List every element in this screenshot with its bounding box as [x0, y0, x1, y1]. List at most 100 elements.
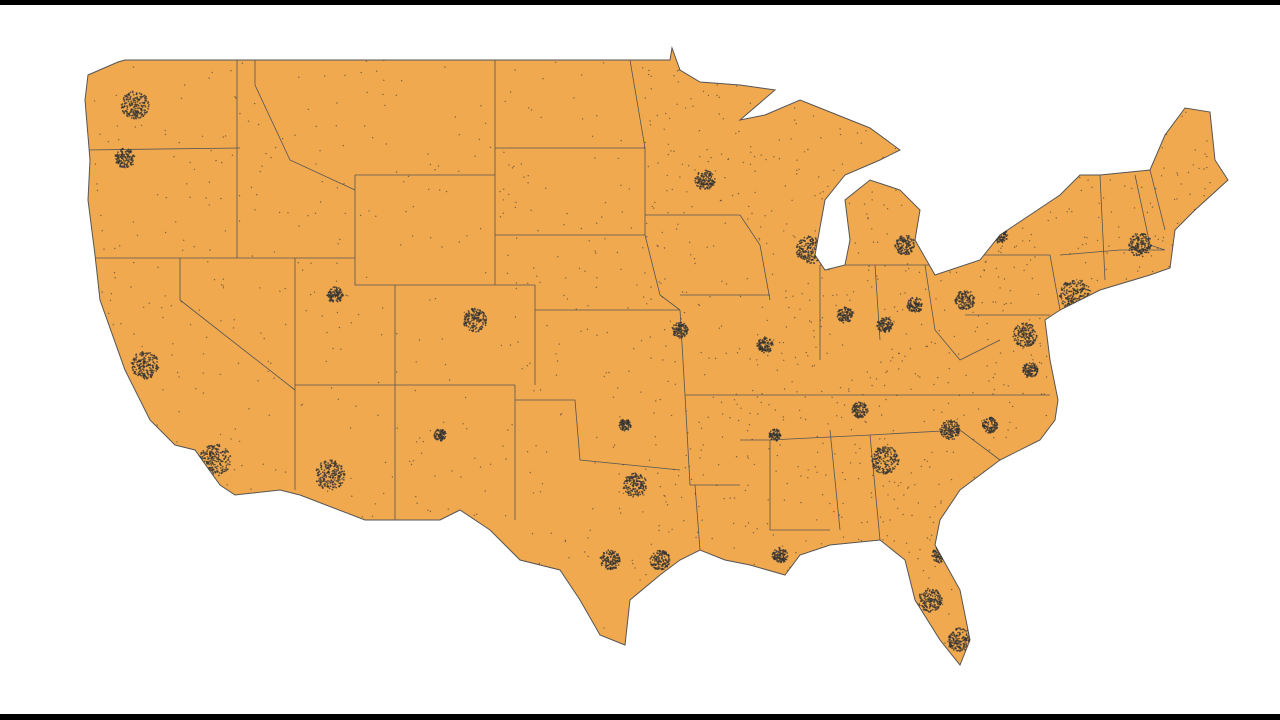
population-dot: [786, 482, 788, 485]
population-dot: [673, 597, 676, 599]
population-dot: [731, 194, 734, 197]
population-dot: [331, 488, 334, 491]
population-dot: [126, 105, 128, 107]
population-dot: [301, 403, 304, 406]
population-dot: [341, 614, 343, 616]
population-dot: [899, 293, 902, 295]
population-dot: [1123, 84, 1126, 87]
population-dot: [132, 365, 134, 368]
population-dot: [1003, 303, 1005, 306]
population-dot: [1094, 79, 1096, 82]
population-dot: [1058, 58, 1060, 61]
population-dot: [816, 519, 818, 521]
population-dot: [615, 564, 617, 567]
population-dot: [653, 562, 656, 565]
population-dot: [291, 533, 293, 535]
population-dot: [640, 482, 642, 485]
population-dot: [796, 250, 799, 253]
population-dot: [183, 239, 185, 241]
population-dot: [756, 334, 759, 336]
population-dot: [1151, 58, 1153, 60]
population-dot: [699, 185, 702, 188]
population-dot: [1157, 238, 1160, 241]
population-dot: [744, 489, 747, 492]
population-dot: [136, 109, 139, 112]
population-dot: [817, 667, 818, 668]
population-dot: [189, 161, 191, 164]
population-dot: [395, 94, 397, 97]
population-dot: [133, 117, 136, 120]
population-dot: [148, 366, 151, 369]
population-dot: [614, 562, 617, 564]
population-dot: [798, 168, 800, 170]
population-dot: [140, 372, 143, 374]
population-dot: [615, 567, 617, 569]
population-dot: [126, 115, 129, 118]
population-dot: [1075, 68, 1078, 70]
population-dot: [162, 316, 164, 319]
population-dot: [310, 562, 313, 565]
population-dot: [132, 221, 135, 223]
population-dot: [909, 243, 912, 246]
population-dot: [1094, 125, 1097, 128]
population-dot: [804, 256, 807, 259]
population-dot: [887, 317, 890, 320]
population-dot: [239, 512, 241, 514]
population-dot: [997, 276, 1000, 278]
population-dot: [814, 195, 816, 197]
population-dot: [807, 252, 810, 254]
population-dot: [330, 479, 333, 482]
population-dot: [418, 339, 421, 341]
population-dot: [322, 475, 324, 477]
population-dot: [706, 149, 708, 151]
population-dot: [201, 455, 204, 458]
population-dot: [419, 437, 421, 439]
population-dot: [117, 151, 119, 154]
population-dot: [890, 327, 893, 330]
population-dot: [139, 365, 141, 368]
population-dot: [1224, 119, 1226, 121]
population-dot: [101, 291, 103, 293]
population-dot: [974, 330, 977, 333]
population-dot: [644, 485, 647, 488]
population-dot: [756, 396, 759, 398]
population-dot: [667, 212, 669, 214]
population-dot: [709, 571, 711, 574]
population-dot: [1173, 198, 1176, 201]
population-dot: [764, 341, 767, 343]
population-dot: [1110, 336, 1112, 338]
population-dot: [1084, 578, 1087, 580]
population-dot: [92, 516, 94, 518]
population-dot: [1030, 259, 1032, 261]
population-dot: [650, 88, 652, 90]
population-dot: [1027, 85, 1029, 88]
population-dot: [613, 552, 615, 555]
population-dot: [338, 475, 340, 478]
population-dot: [214, 459, 216, 462]
population-dot: [626, 488, 629, 491]
population-dot: [839, 316, 842, 319]
population-dot: [708, 186, 711, 189]
population-dot: [434, 431, 437, 434]
population-dot: [821, 390, 823, 393]
population-dot: [978, 634, 980, 636]
population-dot: [1059, 421, 1061, 424]
population-dot: [908, 308, 911, 310]
population-dot: [810, 261, 813, 264]
population-dot: [1109, 132, 1111, 135]
population-dot: [212, 471, 215, 474]
population-dot: [140, 109, 143, 112]
population-dot: [350, 322, 353, 324]
population-dot: [749, 163, 752, 165]
population-dot: [140, 93, 143, 96]
population-dot: [1224, 111, 1227, 113]
population-dot: [171, 354, 173, 356]
population-dot: [334, 471, 336, 474]
population-dot: [1102, 412, 1104, 415]
population-dot: [1192, 422, 1195, 424]
population-dot: [1045, 414, 1048, 417]
population-dot: [651, 555, 653, 558]
population-dot: [678, 322, 681, 324]
population-dot: [128, 498, 130, 501]
population-dot: [1221, 115, 1224, 117]
